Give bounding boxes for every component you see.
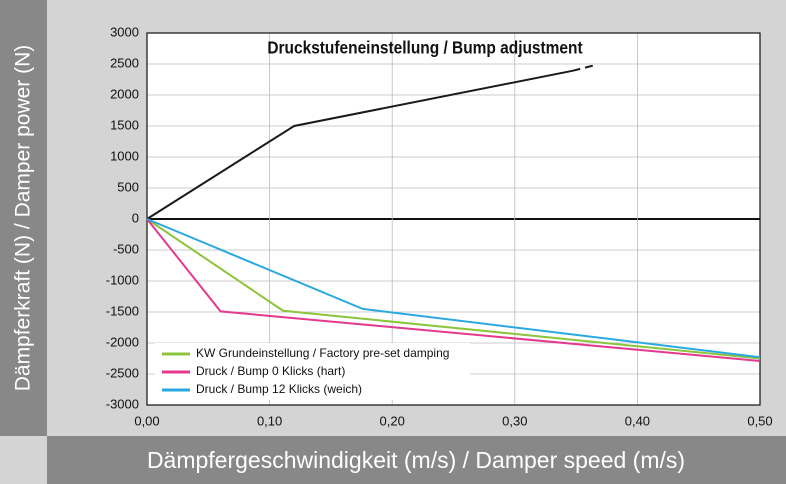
legend-items: KW Grundeinstellung / Factory pre-set da… [162,346,449,396]
lines [146,63,761,362]
y-tick-label: -3000 [106,396,139,411]
y-tick-label: -2000 [106,334,139,349]
series-line [146,218,761,362]
y-tick-label: 500 [117,179,139,194]
chart-title: Druckstufeneinstellung / Bump adjustment [267,38,583,58]
x-tick-label: 0,30 [502,413,527,428]
y-tick-label: 2500 [110,55,139,70]
y-tick-label: 0 [132,210,139,225]
y-tick-label: 1000 [110,148,139,163]
y-tick-label: -2500 [106,365,139,380]
legend-label: Druck / Bump 12 Klicks (weich) [196,382,362,396]
y-tick-label: -1000 [106,272,139,287]
x-tick-label: 0,20 [380,413,405,428]
y-tick-label: 1500 [110,117,139,132]
x-tick-label: 0,00 [134,413,159,428]
y-tick-label: 2000 [110,86,139,101]
y-band [0,0,47,436]
y-axis-label: Dämpferkraft (N) / Damper power (N) [12,45,35,392]
series-line [572,63,598,72]
legend [155,343,470,400]
y-tick-label: -1500 [106,303,139,318]
x-tick-label: 0,10 [257,413,282,428]
legend-label: Druck / Bump 0 Klicks (hart) [196,364,345,378]
series-line [146,218,761,359]
legend-label: KW Grundeinstellung / Factory pre-set da… [196,346,449,360]
series-line [146,218,761,360]
x-tick-label: 0,50 [747,413,772,428]
y-tick-label: -500 [113,241,139,256]
y-tick-label: 3000 [110,24,139,39]
x-tick-label: 0,40 [625,413,650,428]
series-line [146,69,573,220]
corner [0,436,47,484]
x-axis-label: Dämpfergeschwindigkeit (m/s) / Damper sp… [147,447,685,473]
x-band [47,436,786,484]
